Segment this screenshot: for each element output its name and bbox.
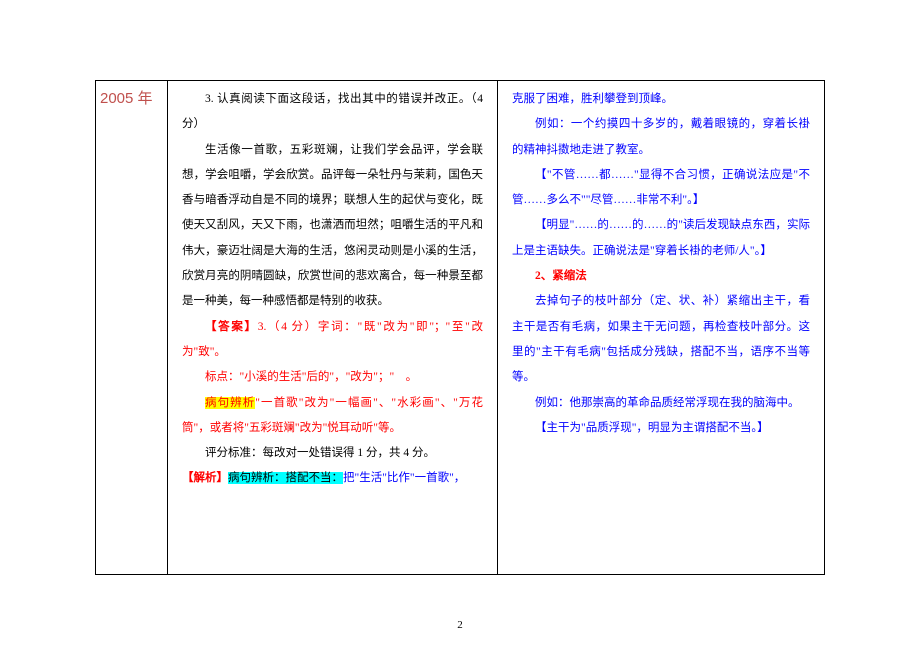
note-r5-heading: 2、紧缩法	[512, 264, 810, 289]
answer-line-3: 病句辨析"一首歌"改为"一幅画"、"水彩画"、"万花筒"，或者将"五彩斑斓"改为…	[182, 391, 483, 442]
note-r4: 【明显"……的……的……的"读后发现缺点东西，实际上是主语缺失。正确说法是"穿着…	[512, 213, 810, 264]
passage-text: 生活像一首歌，五彩斑斓，让我们学会品评，学会联想，学会咀嚼，学会欣赏。品评每一朵…	[182, 138, 483, 315]
answer-line-1: 【答案】3.（4 分）字词："既"改为"即"；"至"改为"致"。	[182, 315, 483, 366]
note-r3: 【"不管……都……"显得不合习惯，正确说法应是"不管……多么不""尽管……非常不…	[512, 163, 810, 214]
note-r1: 克服了困难，胜利攀登到顶峰。	[512, 87, 810, 112]
year-column: 2005 年	[96, 81, 168, 574]
note-r6: 去掉句子的枝叶部分（定、状、补）紧缩出主干，看主干是否有毛病，如果主干无问题，再…	[512, 289, 810, 390]
question-column: 3. 认真阅读下面这段话，找出其中的错误并改正。（4分） 生活像一首歌，五彩斑斓…	[168, 81, 498, 574]
answer-line-2: 标点："小溪的生活"后的"，"改为"；" 。	[182, 365, 483, 390]
note-r2: 例如：一个约摸四十多岁的，戴着眼镜的，穿着长褂的精神抖擞地走进了教室。	[512, 112, 810, 163]
note-r8: 【主干为"品质浮现"，明显为主谓搭配不当。】	[512, 416, 810, 441]
explain-label: 【解析】	[182, 472, 228, 484]
table-frame: 2005 年 3. 认真阅读下面这段话，找出其中的错误并改正。（4分） 生活像一…	[95, 80, 825, 575]
scoring-line: 评分标准：每改对一处错误得 1 分，共 4 分。	[182, 441, 483, 466]
explain-hl: 病句辨析：搭配不当：	[228, 472, 343, 484]
notes-column: 克服了困难，胜利攀登到顶峰。 例如：一个约摸四十多岁的，戴着眼镜的，穿着长褂的精…	[498, 81, 824, 574]
explain-tail: 把"生活"比作"一首歌"，	[343, 472, 465, 484]
answer-label: 【答案】	[205, 321, 258, 333]
answer-hl-sentence: 病句辨析	[205, 397, 255, 409]
note-r7: 例如：他那崇高的革命品质经常浮现在我的脑海中。	[512, 391, 810, 416]
page-number: 2	[457, 619, 463, 631]
explain-line: 【解析】病句辨析：搭配不当：把"生活"比作"一首歌"，	[182, 466, 483, 491]
year-label: 2005 年	[100, 90, 153, 107]
question-lead: 3. 认真阅读下面这段话，找出其中的错误并改正。（4分）	[182, 87, 483, 138]
